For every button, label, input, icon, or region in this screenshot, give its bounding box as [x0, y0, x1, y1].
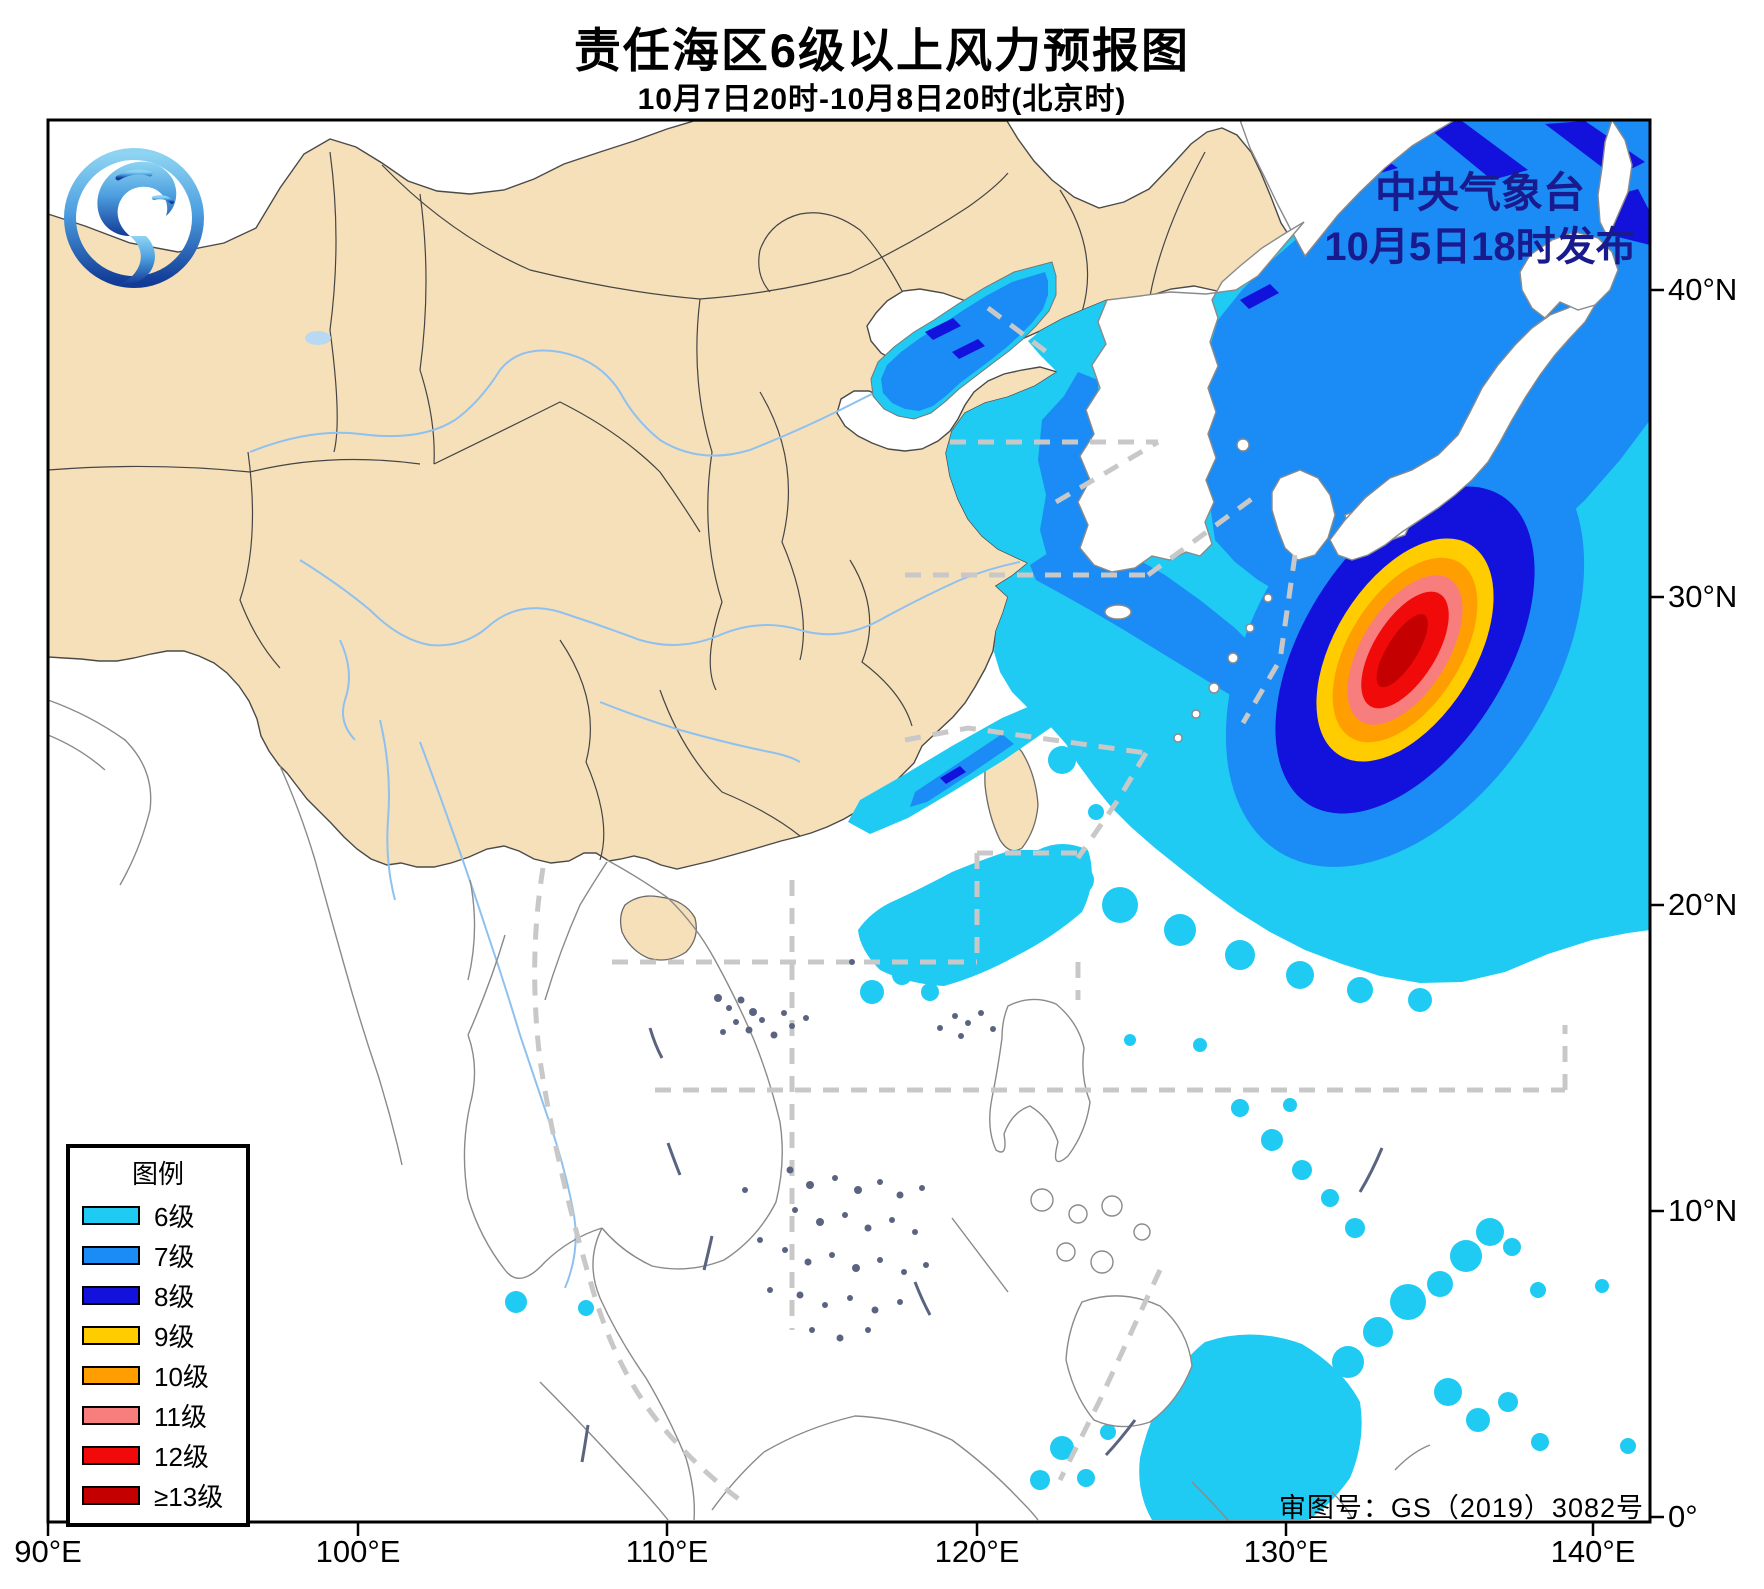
island-dots [580, 959, 1384, 1463]
lake [305, 331, 331, 345]
legend-title: 图例 [131, 1159, 184, 1189]
map-frame [46, 118, 1664, 1536]
legend-swatch [82, 1285, 140, 1305]
legend-item-label: 6级 [154, 1201, 195, 1232]
y-tick-label: 40°N [1668, 272, 1738, 307]
foreign-land [47, 118, 1633, 1521]
cma-logo-graphic [64, 148, 204, 288]
legend-item: ≥13级 [70, 1475, 246, 1515]
legend-item: 9级 [70, 1315, 246, 1355]
y-tick-label: 0° [1668, 1499, 1698, 1534]
x-tick-label: 110°E [625, 1534, 709, 1569]
page-subtitle: 10月7日20时-10月8日20时(北京时) [637, 83, 1127, 116]
legend-item: 8级 [70, 1275, 246, 1315]
cma-logo [58, 142, 210, 299]
legend-item-label: 12级 [154, 1441, 209, 1472]
legend-item-label: 11级 [154, 1401, 207, 1432]
y-tick-label: 30°N [1668, 579, 1738, 614]
x-tick-label: 90°E [14, 1534, 82, 1569]
publisher-name: 中央气象台 [1374, 169, 1585, 216]
legend-swatch [82, 1405, 140, 1425]
legend-swatch [82, 1325, 140, 1345]
publisher-stamp: 中央气象台 10月5日18时发布 [1300, 166, 1660, 274]
legend-swatch [82, 1365, 140, 1385]
legend-item-label: 8级 [154, 1281, 195, 1312]
legend-item: 6级 [70, 1195, 246, 1235]
legend-item-label: 9级 [154, 1321, 195, 1352]
legend-swatch [82, 1445, 140, 1465]
legend-item: 11级 [70, 1395, 246, 1435]
legend-items: 6级 7级 8级 9级 10级 11级 12级 ≥13级 [70, 1195, 246, 1515]
legend-swatch [82, 1205, 140, 1225]
sea-area-boundaries [532, 306, 1568, 1502]
y-tick-label: 10°N [1668, 1193, 1738, 1228]
legend-item-label: 10级 [154, 1361, 209, 1392]
x-tick-label: 130°E [1243, 1534, 1329, 1569]
y-tick-label: 20°N [1668, 887, 1738, 922]
legend-item: 10级 [70, 1355, 246, 1395]
legend-item: 7级 [70, 1235, 246, 1275]
publisher-issue-time: 10月5日18时发布 [1324, 225, 1636, 269]
legend-swatch [82, 1245, 140, 1265]
legend-item-label: 7级 [154, 1241, 195, 1272]
legend-item: 12级 [70, 1435, 246, 1475]
map-review-number: 审图号：GS（2019）3082号 [1278, 1493, 1644, 1523]
x-tick-label: 120°E [934, 1534, 1020, 1569]
x-tick-label: 100°E [315, 1534, 401, 1569]
legend-item-label: ≥13级 [154, 1481, 224, 1512]
legend-swatch [82, 1485, 140, 1505]
page-title: 责任海区6级以上风力预报图 [573, 24, 1191, 77]
x-tick-label: 140°E [1550, 1534, 1636, 1569]
legend: 图例 6级 7级 8级 9级 10级 11级 12级 ≥13级 [66, 1144, 250, 1527]
